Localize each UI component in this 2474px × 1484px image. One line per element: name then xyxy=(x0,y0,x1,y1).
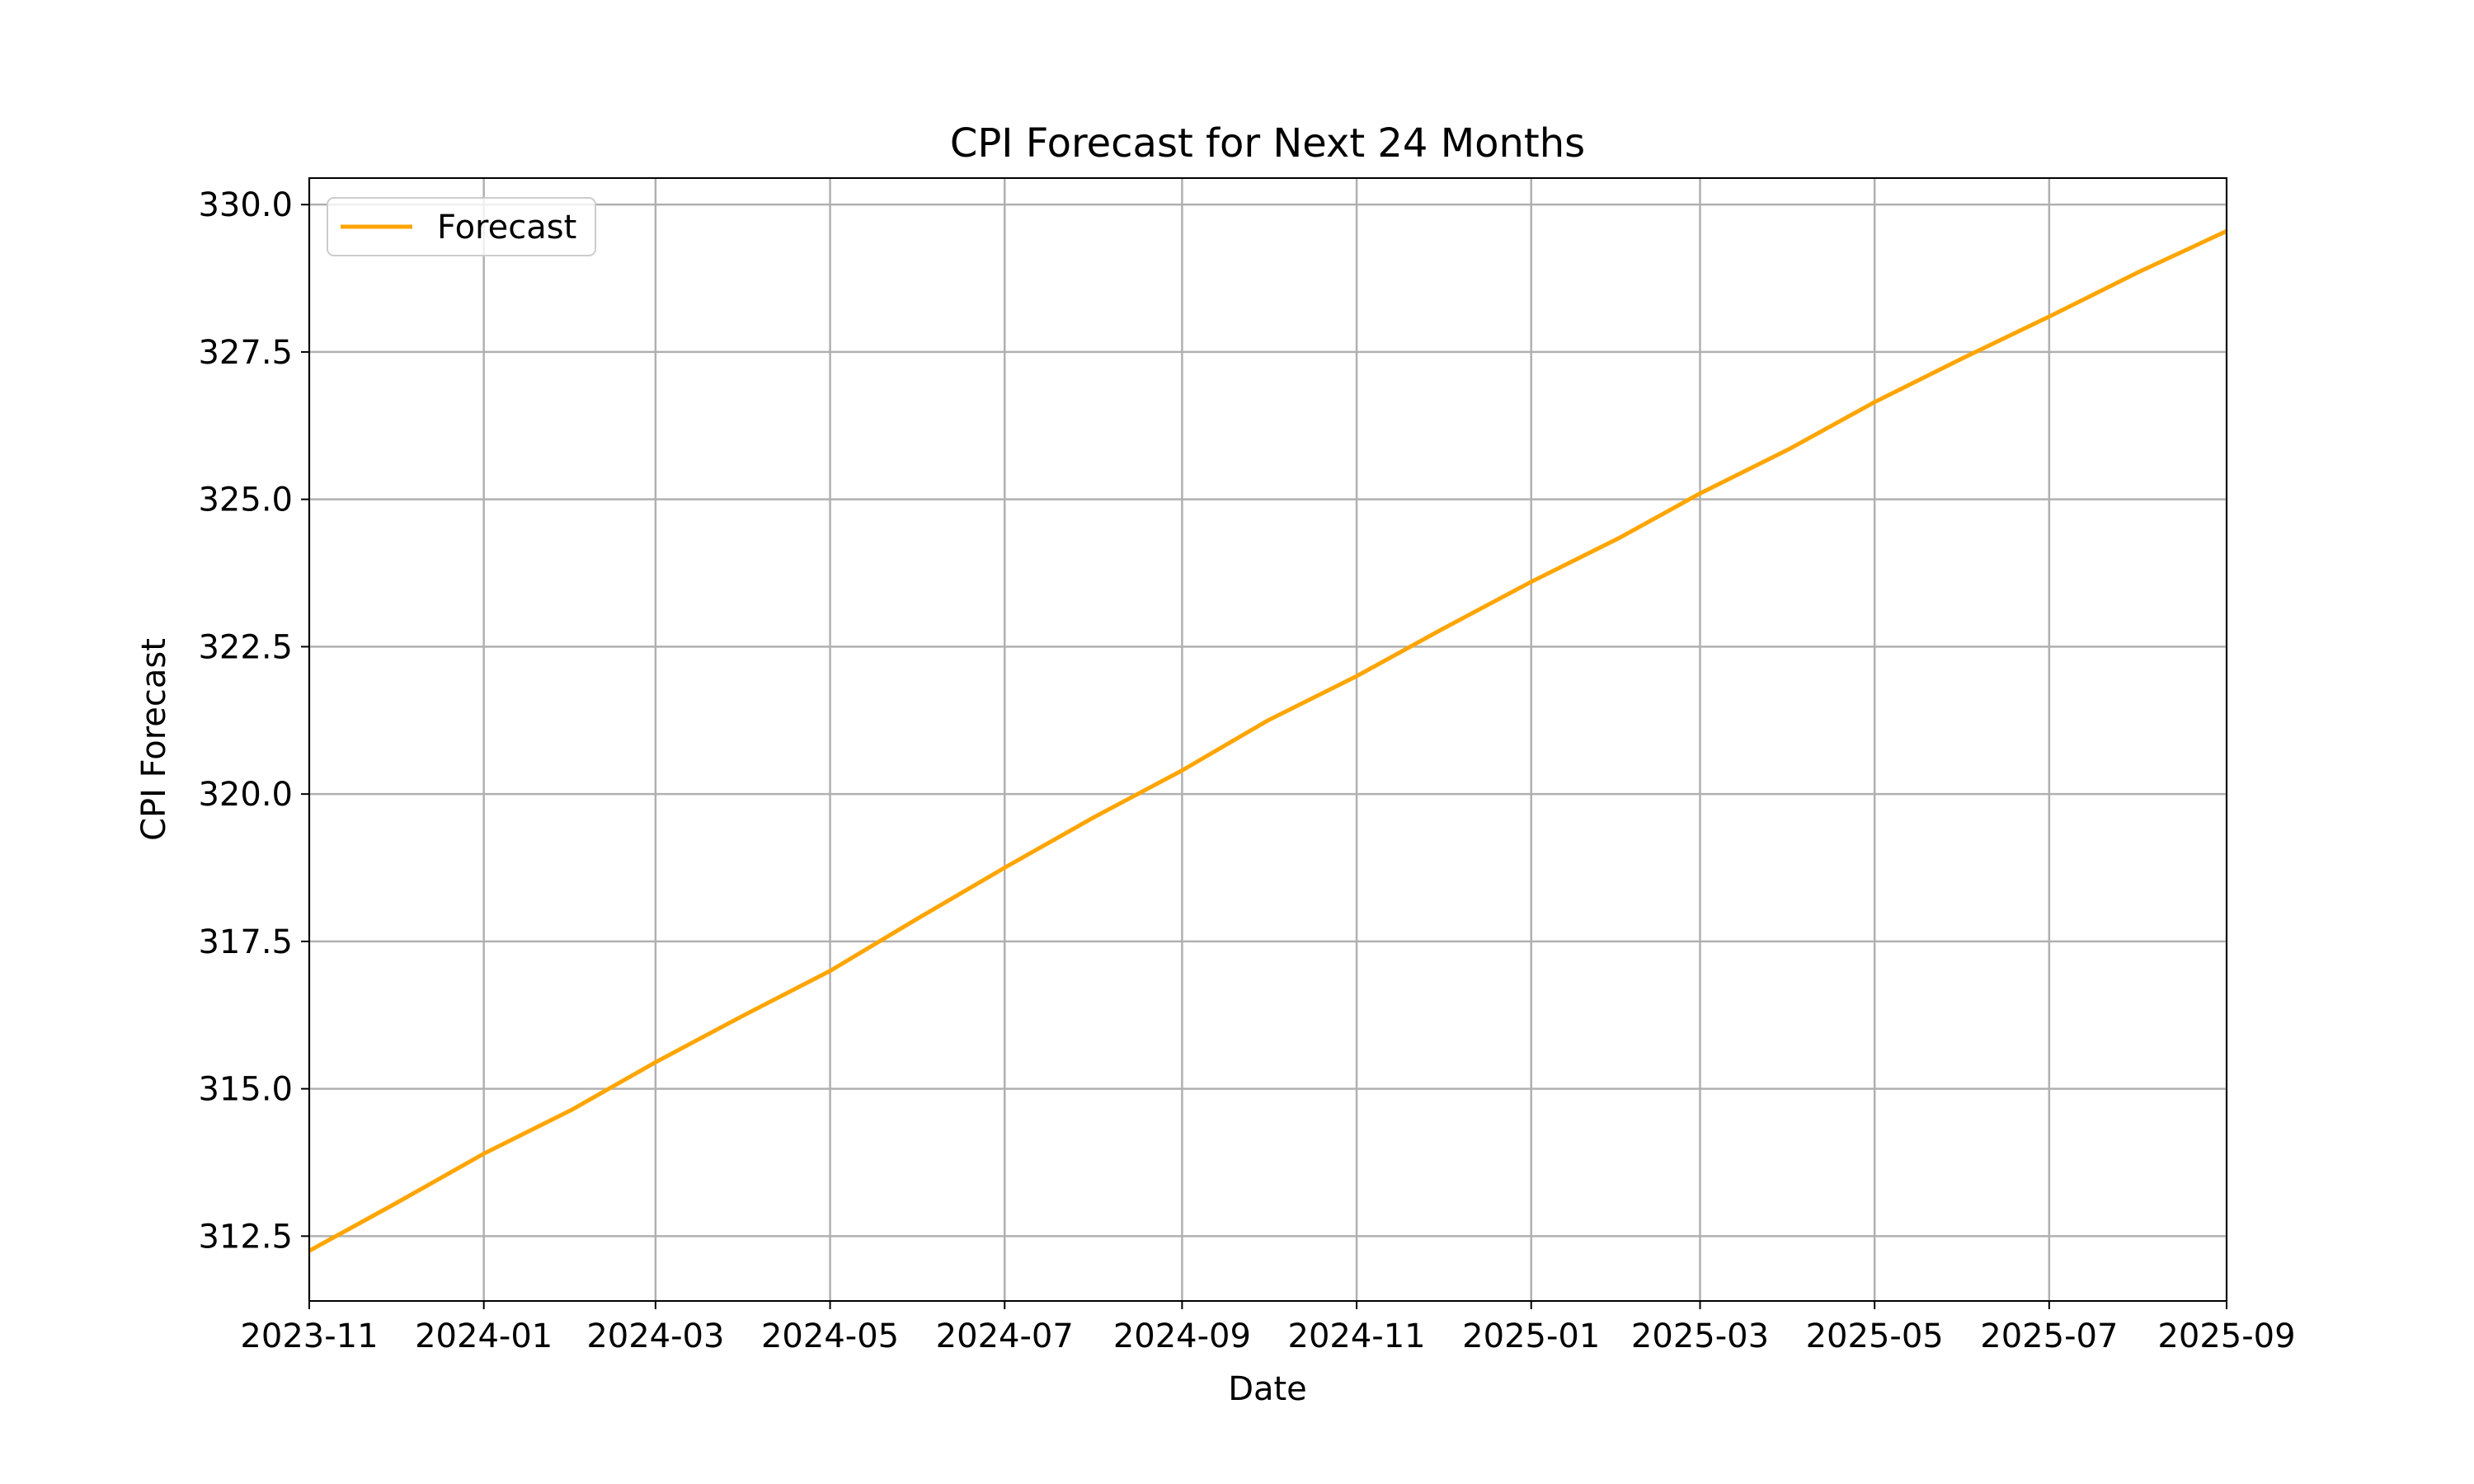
x-tick-label: 2025-09 xyxy=(2157,1317,2295,1355)
x-axis-label: Date xyxy=(1228,1370,1307,1408)
y-tick-label: 322.5 xyxy=(198,628,293,666)
x-tick-label: 2025-05 xyxy=(1806,1317,1944,1355)
grid xyxy=(308,178,2228,1301)
x-tick-label: 2024-01 xyxy=(415,1317,553,1355)
x-tick-label: 2024-11 xyxy=(1288,1317,1426,1355)
y-axis-label: CPI Forecast xyxy=(135,638,173,841)
y-tick-label: 320.0 xyxy=(198,776,293,814)
x-tick-label: 2025-03 xyxy=(1631,1317,1769,1355)
plot-area xyxy=(309,178,2227,1301)
x-tick-label: 2024-07 xyxy=(936,1317,1074,1355)
y-tick-label: 315.0 xyxy=(198,1071,293,1109)
y-tick-label: 317.5 xyxy=(198,923,293,961)
x-tick-label: 2025-07 xyxy=(1980,1317,2118,1355)
x-tick-label: 2023-11 xyxy=(240,1317,378,1355)
y-tick-label: 327.5 xyxy=(198,334,293,372)
y-tick-label: 312.5 xyxy=(198,1218,293,1256)
y-tick-label: 325.0 xyxy=(198,481,293,519)
series-line-forecast xyxy=(308,229,2228,1253)
chart-title: CPI Forecast for Next 24 Months xyxy=(950,120,1585,167)
x-tick-label: 2024-03 xyxy=(586,1317,724,1355)
y-axis-ticks: 312.5 315.0 317.5 320.0 322.5 325.0 327.5 330.0 xyxy=(198,186,309,1256)
x-tick-label: 2024-05 xyxy=(761,1317,899,1355)
plot-frame xyxy=(308,177,2227,1302)
y-tick-label: 330.0 xyxy=(198,186,293,224)
x-tick-label: 2024-09 xyxy=(1113,1317,1251,1355)
series-layer xyxy=(308,229,2228,1253)
legend-box xyxy=(327,197,596,256)
legend-label-forecast: Forecast xyxy=(437,209,576,247)
x-axis-ticks: 2023-11 2024-01 2024-03 2024-05 2024-07 2024-… xyxy=(240,1301,2296,1355)
legend: Forecast xyxy=(327,197,596,256)
x-tick-label: 2025-01 xyxy=(1462,1317,1600,1355)
